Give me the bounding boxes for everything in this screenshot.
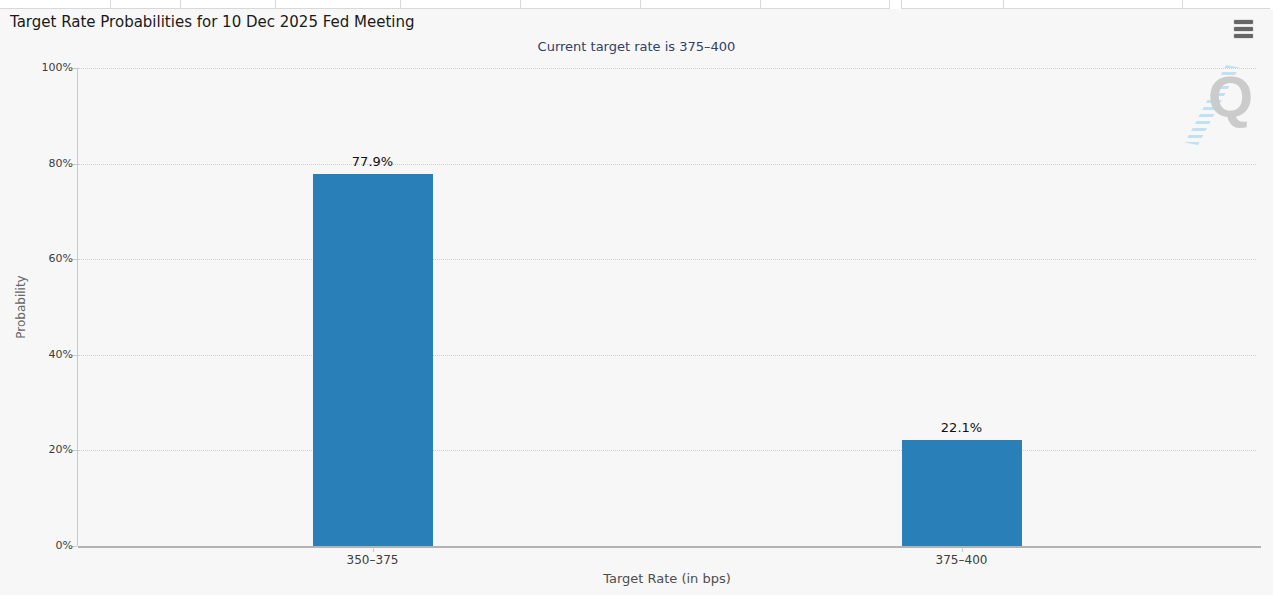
y-gridline [78, 450, 1256, 451]
watermark-q-letter: Q [1208, 68, 1253, 126]
y-tick-label: 20% [28, 443, 73, 456]
y-gridline [78, 68, 1256, 69]
x-axis-title: Target Rate (in bps) [78, 571, 1256, 586]
x-axis-tick [373, 547, 374, 552]
tab-cell-divider [1182, 0, 1183, 8]
chart-subtitle: Current target rate is 375–400 [0, 39, 1273, 54]
quikstrike-watermark: Q [1185, 60, 1255, 148]
y-tick-label: 100% [28, 61, 73, 74]
x-tick-label: 375–400 [892, 553, 1032, 567]
chart-menu-button[interactable] [1232, 16, 1260, 42]
y-gridline [78, 164, 1256, 165]
y-gridline [78, 355, 1256, 356]
tab-cell-divider [1003, 0, 1004, 8]
top-tab-strip-right[interactable] [901, 0, 1270, 9]
x-axis-tick [962, 547, 963, 552]
y-tick-label: 80% [28, 157, 73, 170]
top-tab-strip-left[interactable] [0, 0, 890, 9]
y-axis-title: Probability [14, 275, 28, 338]
y-tick-label: 40% [28, 348, 73, 361]
y-gridline [78, 259, 1256, 260]
y-axis-line [77, 68, 78, 546]
tab-cell-divider [520, 0, 521, 8]
bar-value-label: 22.1% [902, 420, 1022, 435]
chart-background [0, 9, 1273, 595]
bar-value-label: 77.9% [313, 154, 433, 169]
y-tick-label: 0% [28, 539, 73, 552]
tab-cell-divider [110, 0, 111, 8]
bar-375–400[interactable] [902, 440, 1022, 546]
tab-cell-divider [400, 0, 401, 8]
bar-350–375[interactable] [313, 174, 433, 546]
hamburger-icon [1234, 20, 1258, 38]
tab-cell-divider [180, 0, 181, 8]
x-axis-line [78, 546, 1261, 548]
chart-title: Target Rate Probabilities for 10 Dec 202… [10, 13, 415, 31]
x-tick-label: 350–375 [303, 553, 443, 567]
tab-cell-divider [640, 0, 641, 8]
tab-cell-divider [275, 0, 276, 8]
tab-cell-divider [760, 0, 761, 8]
y-tick-label: 60% [28, 252, 73, 265]
